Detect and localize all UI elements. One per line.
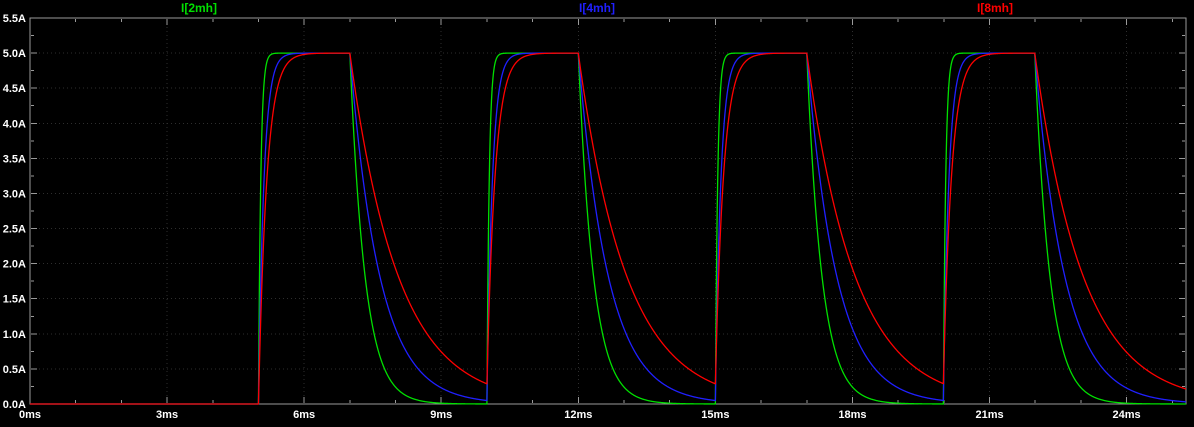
y-axis-tick-label: 5.0A xyxy=(3,48,26,60)
y-axis-tick-label: 3.0A xyxy=(3,188,26,200)
plot-pane[interactable] xyxy=(29,17,1187,405)
y-axis-tick-label: 1.5A xyxy=(3,294,26,306)
y-axis-tick-label: 2.5A xyxy=(3,224,26,236)
y-axis-tick-label: 2.0A xyxy=(3,259,26,271)
y-axis-tick-label: 5.5A xyxy=(3,13,26,25)
y-axis-tick-label: 4.0A xyxy=(3,118,26,130)
trace-label-I2mh[interactable]: I[2mh] xyxy=(181,1,217,15)
x-axis-tick-label: 6ms xyxy=(293,409,315,421)
x-axis-tick-label: 12ms xyxy=(564,409,592,421)
trace-label-I8mh[interactable]: I[8mh] xyxy=(977,1,1013,15)
y-axis-tick-label: 3.5A xyxy=(3,153,26,165)
y-axis-tick-label: 1.0A xyxy=(3,329,26,341)
y-axis-tick-label: 0.5A xyxy=(3,364,26,376)
x-axis-tick-label: 15ms xyxy=(701,409,729,421)
x-axis-tick-label: 24ms xyxy=(1113,409,1141,421)
x-axis-tick-label: 9ms xyxy=(430,409,452,421)
trace-label-I4mh[interactable]: I[4mh] xyxy=(579,1,615,15)
y-axis-tick-label: 0.0A xyxy=(3,399,26,411)
x-axis-tick-label: 3ms xyxy=(156,409,178,421)
trace-I[8mh] xyxy=(29,52,1187,405)
x-axis-tick-label: 18ms xyxy=(838,409,866,421)
y-axis-tick-label: 4.5A xyxy=(3,83,26,95)
x-axis-tick-label: 21ms xyxy=(975,409,1003,421)
x-axis-tick-label: 0ms xyxy=(19,409,41,421)
